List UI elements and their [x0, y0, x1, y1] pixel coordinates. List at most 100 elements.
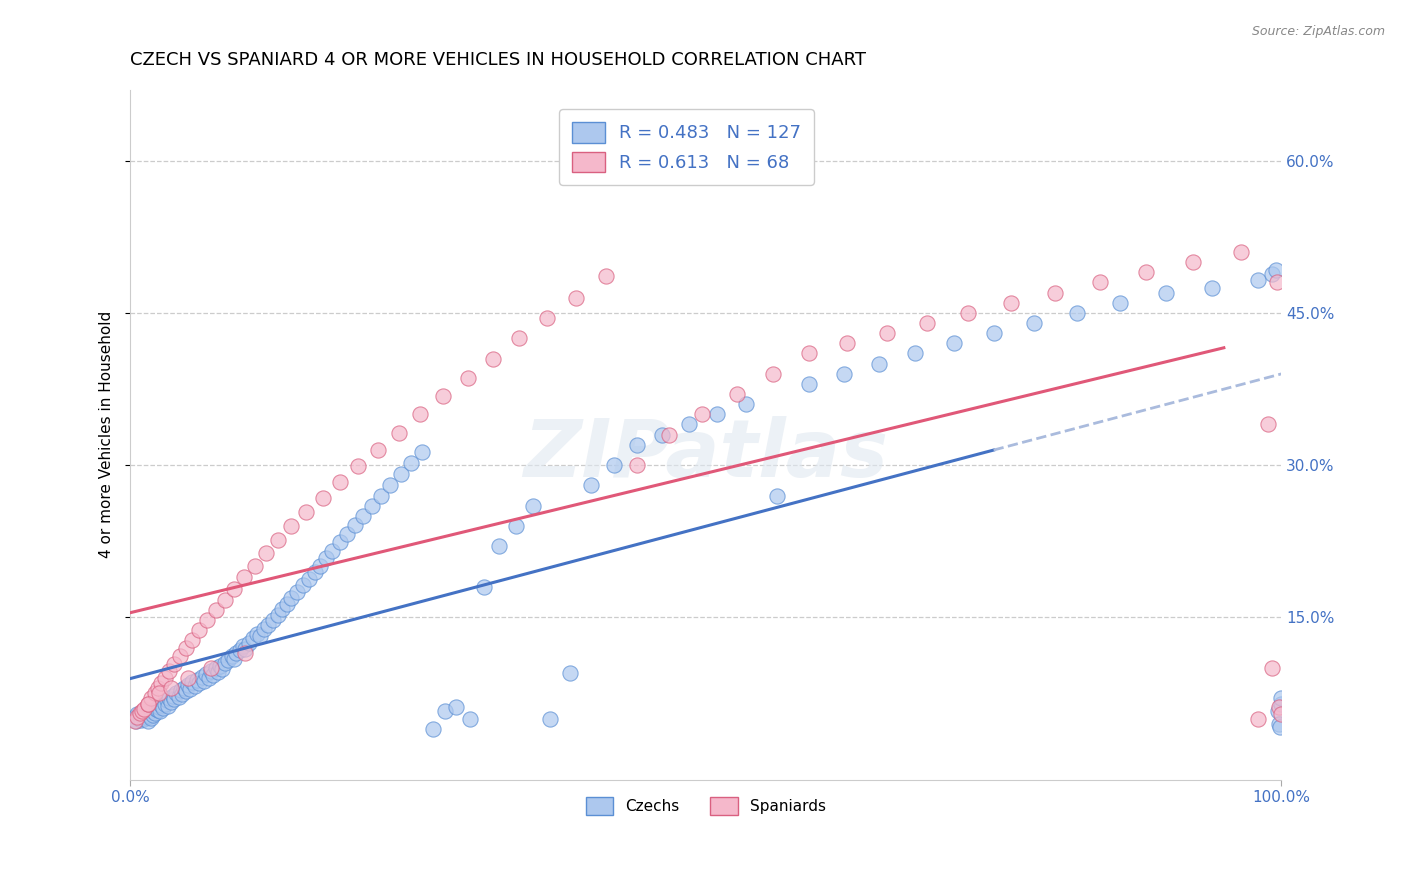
Point [1268, 699, 1291, 714]
Point [170, 683, 193, 698]
Point [347, 459, 370, 474]
Point [1270, 706, 1292, 721]
Point [262, 613, 284, 627]
Point [291, 578, 314, 592]
Point [249, 628, 271, 642]
Point [432, 389, 454, 403]
Point [1270, 697, 1292, 711]
Point [188, 624, 211, 638]
Point [174, 640, 197, 655]
Point [522, 499, 544, 513]
Point [136, 697, 159, 711]
Point [651, 427, 673, 442]
Point [204, 661, 226, 675]
Point [389, 467, 412, 482]
Point [457, 371, 479, 385]
Point [197, 613, 219, 627]
Point [1268, 716, 1291, 731]
Point [295, 505, 318, 519]
Point [387, 425, 409, 440]
Point [163, 657, 186, 671]
Point [195, 667, 218, 681]
Point [124, 714, 146, 728]
Point [626, 438, 648, 452]
Point [298, 572, 321, 586]
Point [159, 681, 181, 696]
Point [799, 376, 821, 391]
Point [309, 558, 332, 573]
Point [235, 646, 257, 660]
Point [558, 666, 581, 681]
Point [276, 597, 298, 611]
Point [658, 427, 681, 442]
Point [280, 519, 302, 533]
Point [153, 697, 176, 711]
Point [254, 546, 277, 560]
Point [159, 696, 181, 710]
Point [172, 687, 194, 701]
Point [505, 519, 527, 533]
Point [1201, 280, 1223, 294]
Point [766, 489, 789, 503]
Legend: Czechs, Spaniards: Czechs, Spaniards [576, 788, 835, 823]
Point [211, 662, 233, 676]
Point [472, 580, 495, 594]
Point [626, 458, 648, 472]
Point [232, 639, 254, 653]
Point [146, 681, 169, 696]
Point [186, 673, 208, 688]
Point [221, 648, 243, 663]
Point [235, 641, 257, 656]
Y-axis label: 4 or more Vehicles in Household: 4 or more Vehicles in Household [100, 311, 114, 558]
Point [157, 698, 180, 713]
Point [1257, 417, 1279, 432]
Point [233, 570, 256, 584]
Point [150, 676, 173, 690]
Point [411, 445, 433, 459]
Point [1247, 273, 1270, 287]
Point [145, 701, 167, 715]
Point [143, 686, 166, 700]
Point [678, 417, 700, 432]
Point [1261, 268, 1284, 282]
Point [142, 707, 165, 722]
Point [361, 499, 384, 513]
Point [762, 367, 785, 381]
Point [174, 684, 197, 698]
Point [139, 691, 162, 706]
Point [148, 686, 170, 700]
Point [433, 704, 456, 718]
Point [225, 646, 247, 660]
Point [242, 631, 264, 645]
Point [136, 714, 159, 728]
Point [177, 678, 200, 692]
Point [179, 682, 201, 697]
Point [725, 387, 748, 401]
Point [706, 408, 728, 422]
Point [444, 699, 467, 714]
Point [1270, 720, 1292, 734]
Point [238, 635, 260, 649]
Point [138, 705, 160, 719]
Point [799, 346, 821, 360]
Point [131, 704, 153, 718]
Point [1270, 691, 1292, 706]
Point [139, 708, 162, 723]
Point [1267, 704, 1289, 718]
Point [173, 681, 195, 696]
Point [128, 706, 150, 720]
Point [163, 692, 186, 706]
Point [169, 648, 191, 663]
Point [536, 310, 558, 325]
Point [370, 489, 392, 503]
Point [167, 690, 190, 705]
Point [222, 582, 245, 596]
Point [832, 367, 855, 381]
Point [134, 712, 156, 726]
Point [135, 706, 157, 721]
Point [204, 603, 226, 617]
Text: ZIPatlas: ZIPatlas [523, 417, 889, 494]
Point [136, 697, 159, 711]
Point [257, 618, 280, 632]
Point [143, 706, 166, 720]
